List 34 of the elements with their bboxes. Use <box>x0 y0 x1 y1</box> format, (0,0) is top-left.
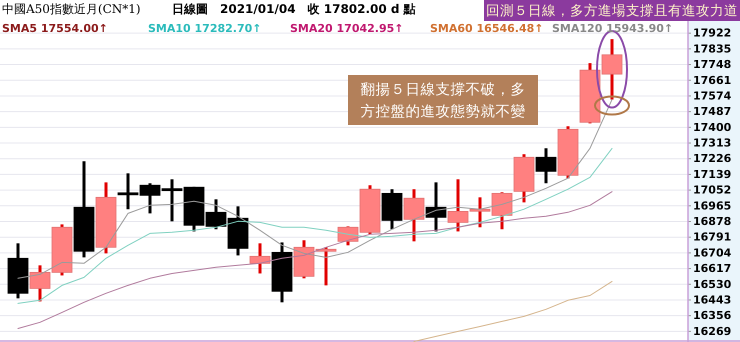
line-series <box>18 148 612 304</box>
y-tick-label: 16791 <box>693 230 732 244</box>
line-series <box>18 191 612 329</box>
line-series <box>414 280 612 342</box>
y-tick-label: 17400 <box>693 120 732 134</box>
chart-subtitle: 日線圖 2021/01/04 收 17802.00 d 點 <box>172 2 416 16</box>
y-tick-label: 17574 <box>693 89 732 102</box>
annotation: SMA20 17042.95↑ <box>290 22 404 35</box>
annotation: SMA60 16546.48↑ <box>430 22 544 35</box>
y-tick-label: 16617 <box>693 262 732 276</box>
y-tick-label: 17835 <box>693 42 732 56</box>
y-tick-label: 17226 <box>693 152 732 166</box>
y-tick-label: 17139 <box>693 168 732 181</box>
candlestick <box>536 148 556 184</box>
y-tick-label: 16965 <box>693 199 732 212</box>
y-tick-label: 17052 <box>693 184 732 197</box>
candlestick <box>404 189 424 242</box>
y-tick-label: 17313 <box>693 136 732 150</box>
y-tick-label: 16443 <box>693 293 732 306</box>
y-tick-label: 17748 <box>693 58 732 72</box>
y-tick-label: 16878 <box>693 215 732 228</box>
chart-title: 中國A50指數近月(CN*1) <box>2 2 141 16</box>
text: 回測５日線，多方進場支撐且有進攻力道 <box>486 3 738 19</box>
annotation: SMA120 15943.90↑ <box>552 22 674 35</box>
y-tick-label: 17922 <box>693 26 732 40</box>
y-tick-label: 16530 <box>693 278 732 291</box>
y-tick-label: 16356 <box>693 309 732 322</box>
y-tick-label: 17487 <box>693 105 732 118</box>
annotation: SMA5 17554.00↑ <box>2 22 108 35</box>
y-tick-label: 16704 <box>693 246 732 260</box>
annotation: SMA10 17282.70↑ <box>148 22 262 35</box>
y-tick-label: 17661 <box>693 74 732 87</box>
annotation: 翻揚５日線支撐不破，多方控盤的進攻態勢就不變 <box>360 81 526 120</box>
y-tick-label: 16269 <box>693 324 732 338</box>
